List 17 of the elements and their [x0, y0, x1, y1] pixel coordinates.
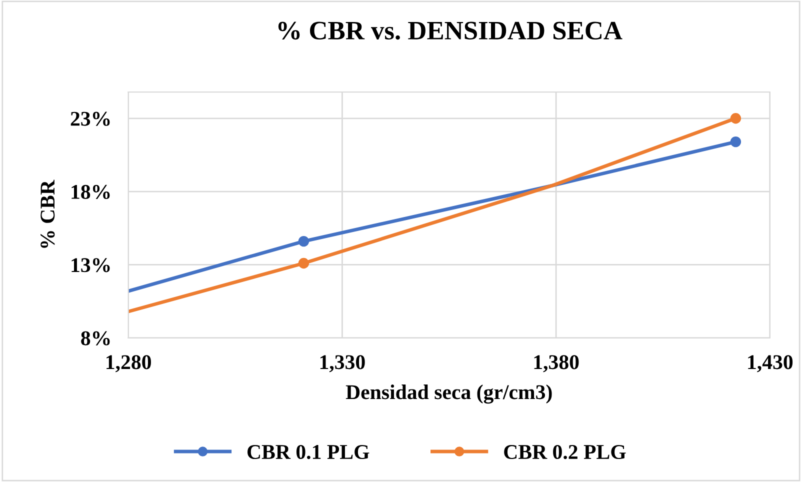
x-axis-title: Densidad seca (gr/cm3) — [346, 384, 552, 404]
point — [730, 113, 742, 124]
y-axis-title: % CBR — [40, 180, 55, 248]
x-tick-label: 1,330 — [320, 355, 365, 372]
legend-label: CBR 0.1 PLG — [247, 444, 370, 460]
x-tick-label: 1,380 — [534, 355, 579, 372]
y-tick-label: 23% — [70, 112, 110, 126]
point — [730, 136, 742, 148]
legend-label: CBR 0.2 PLG — [504, 444, 626, 460]
y-tick-label: 18% — [72, 184, 110, 200]
point — [298, 258, 310, 269]
chart-title: % CBR vs. DENSIDAD SECA — [278, 22, 622, 40]
point — [298, 236, 310, 247]
y-tick-label: 13% — [72, 258, 110, 272]
x-tick-label: 1,430 — [748, 355, 793, 372]
y-tick-label: 8% — [81, 331, 110, 346]
x-tick-label: 1,280 — [106, 355, 151, 372]
